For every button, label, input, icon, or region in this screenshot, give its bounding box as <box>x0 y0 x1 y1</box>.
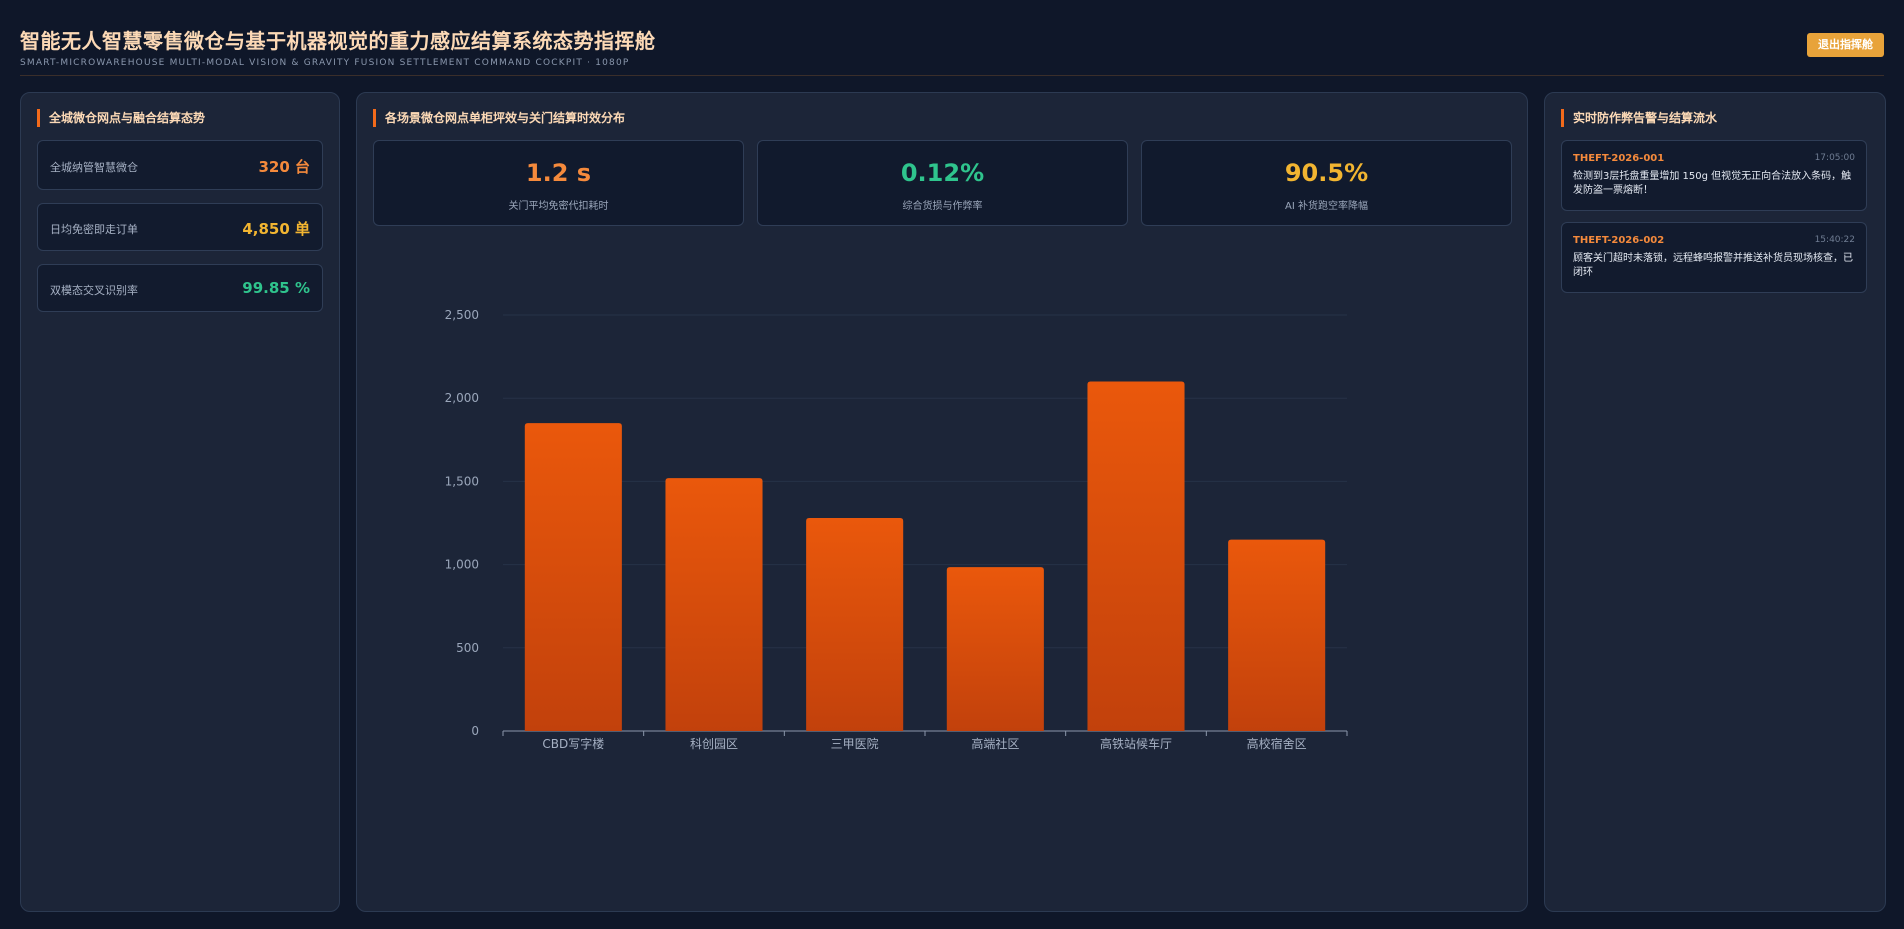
x-tick-label: 高端社区 <box>971 736 1019 751</box>
x-tick-label: 高校宿舍区 <box>1247 736 1307 751</box>
bar <box>524 423 622 731</box>
center-panel: 各场景微仓网点单柜坪效与关门结算时效分布 1.2 s 关门平均免密代扣耗时 0.… <box>356 92 1528 912</box>
center-panel-title: 各场景微仓网点单柜坪效与关门结算时效分布 <box>373 109 625 127</box>
x-tick-label: 高铁站候车厅 <box>1100 736 1172 751</box>
alert-time: 15:40:22 <box>1814 235 1855 245</box>
x-tick-label: CBD写字楼 <box>542 736 604 751</box>
kpi-value: 1.2 s <box>525 159 592 187</box>
x-tick-label: 三甲医院 <box>831 737 879 751</box>
kpi-card-loss-rate: 0.12% 综合货损与作弊率 <box>757 140 1128 226</box>
header: 智能无人智慧零售微仓与基于机器视觉的重力感应结算系统态势指挥舱 SMART-MI… <box>20 18 1884 76</box>
stat-value: 99.85 % <box>242 279 310 297</box>
alert-text: 顾客关门超时未落锁，远程蜂鸣报警并推送补货员现场核查，已闭环 <box>1573 253 1853 278</box>
kpi-value: 90.5% <box>1284 159 1369 187</box>
bar <box>1228 539 1326 731</box>
alert-card[interactable]: THEFT-2026-001 17:05:00 检测到3层托盘重量增加 150g… <box>1561 140 1867 211</box>
stat-label: 全城纳管智慧微仓 <box>50 161 138 174</box>
stat-card-microwarehouses: 全城纳管智慧微仓 320 台 <box>37 140 323 190</box>
stat-value: 320 台 <box>258 158 310 176</box>
kpi-label: 综合货损与作弊率 <box>902 201 983 212</box>
y-tick-label: 0 <box>471 724 479 738</box>
y-tick-label: 2,500 <box>445 308 479 322</box>
stat-card-daily-orders: 日均免密即走订单 4,850 单 <box>37 203 323 251</box>
left-panel: 全城微仓网点与融合结算态势 全城纳管智慧微仓 320 台 日均免密即走订单 4,… <box>20 92 340 912</box>
exit-cockpit-button[interactable]: 退出指挥舱 <box>1807 33 1884 57</box>
page-title: 智能无人智慧零售微仓与基于机器视觉的重力感应结算系统态势指挥舱 <box>20 29 656 53</box>
kpi-label: 关门平均免密代扣耗时 <box>508 201 609 212</box>
alert-id: THEFT-2026-002 <box>1573 235 1665 246</box>
y-tick-label: 1,500 <box>445 474 479 488</box>
alert-card[interactable]: THEFT-2026-002 15:40:22 顾客关门超时未落锁，远程蜂鸣报警… <box>1561 222 1867 293</box>
bar <box>665 478 763 731</box>
y-tick-label: 2,000 <box>445 391 479 405</box>
kpi-card-settlement-time: 1.2 s 关门平均免密代扣耗时 <box>373 140 744 226</box>
bar <box>1087 381 1185 731</box>
left-panel-title: 全城微仓网点与融合结算态势 <box>37 109 205 127</box>
stat-value: 4,850 单 <box>242 220 310 238</box>
alert-id: THEFT-2026-001 <box>1573 153 1665 164</box>
right-panel-title: 实时防作弊告警与结算流水 <box>1561 109 1717 127</box>
bar <box>946 567 1044 731</box>
y-tick-label: 500 <box>456 641 479 655</box>
bar <box>806 518 904 731</box>
y-tick-label: 1,000 <box>445 558 479 572</box>
page-subtitle: SMART-MICROWAREHOUSE MULTI-MODAL VISION … <box>20 58 630 68</box>
stat-label: 双模态交叉识别率 <box>50 284 138 297</box>
x-tick-label: 科创园区 <box>690 737 738 751</box>
right-panel: 实时防作弊告警与结算流水 THEFT-2026-001 17:05:00 检测到… <box>1544 92 1886 912</box>
stat-card-recognition-rate: 双模态交叉识别率 99.85 % <box>37 264 323 312</box>
alert-time: 17:05:00 <box>1814 153 1855 163</box>
alert-text: 检测到3层托盘重量增加 150g 但视觉无正向合法放入条码，触发防盗一票熔断！ <box>1573 171 1852 196</box>
stat-label: 日均免密即走订单 <box>50 223 138 236</box>
kpi-card-restock-reduction: 90.5% AI 补货跑空率降幅 <box>1141 140 1512 226</box>
kpi-value: 0.12% <box>900 159 985 187</box>
kpi-label: AI 补货跑空率降幅 <box>1285 201 1368 212</box>
bar-chart: 0 500 1,000 1,500 2,000 2,500 CBD写字楼 科创园区 三甲医院 高端… <box>445 308 1348 751</box>
